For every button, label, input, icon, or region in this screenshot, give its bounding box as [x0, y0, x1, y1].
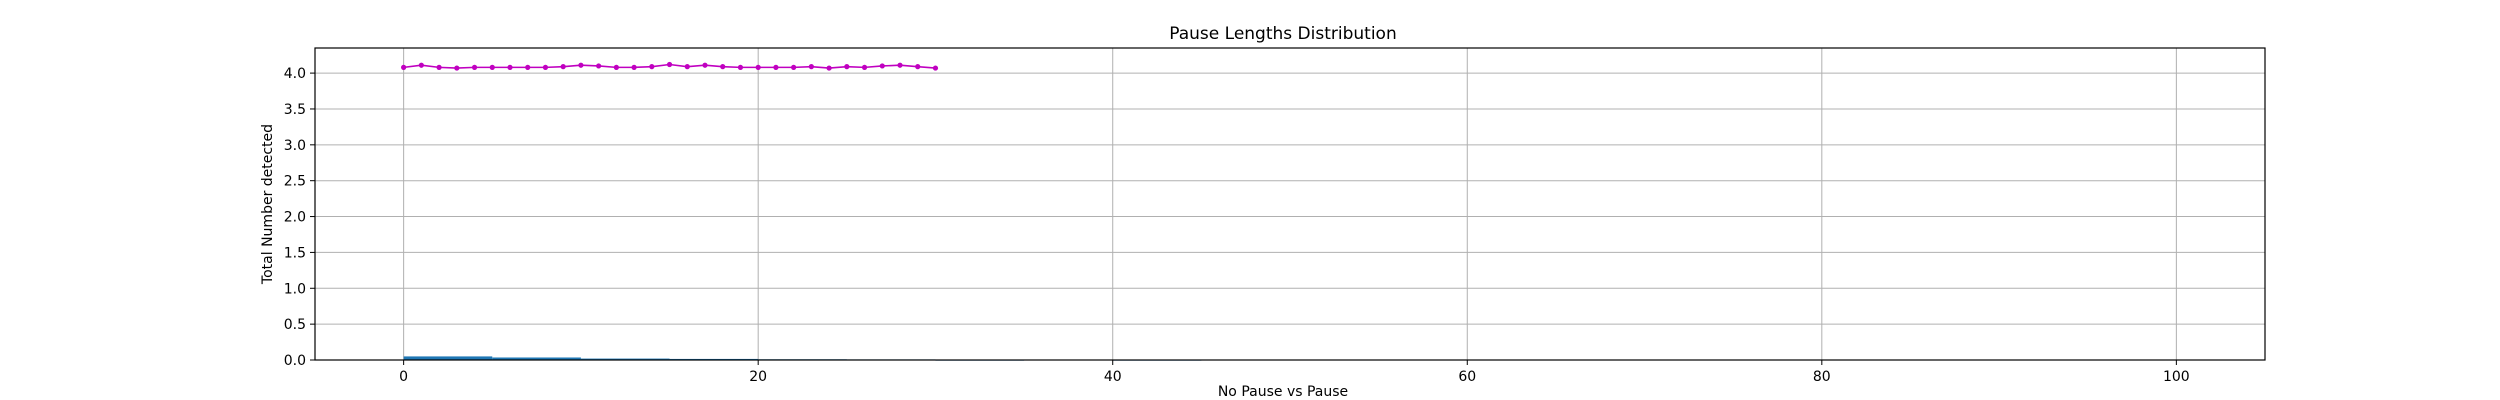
axes-layer [314, 47, 2266, 361]
y-tick-label-1: 0.5 [284, 317, 306, 333]
data-point-0 [401, 64, 407, 70]
y-tick-label-6: 3.0 [284, 138, 306, 154]
data-point-9 [560, 64, 566, 70]
data-point-3 [454, 65, 460, 71]
x-tick-label-3: 60 [1458, 369, 1476, 385]
histogram-bar-1 [492, 357, 581, 360]
y-tick-label-5: 2.5 [284, 174, 306, 190]
y-tick-label-0: 0.0 [284, 353, 306, 369]
histogram-bar-2 [580, 358, 670, 360]
y-tick-label-2: 1.0 [284, 281, 306, 297]
data-point-5 [489, 64, 495, 70]
x-axis-label: No Pause vs Pause [1218, 384, 1348, 400]
data-point-29 [915, 64, 921, 70]
data-point-13 [631, 64, 637, 70]
x-tick-label-4: 80 [1813, 369, 1831, 385]
data-point-17 [702, 62, 708, 68]
data-point-14 [649, 64, 655, 70]
data-point-2 [436, 64, 442, 70]
y-tick-label-8: 4.0 [284, 66, 306, 82]
data-point-30 [932, 65, 939, 71]
y-tick-label-7: 3.5 [284, 102, 306, 118]
data-point-22 [791, 64, 797, 70]
x-tick-label-2: 40 [1104, 369, 1122, 385]
grid-layer [315, 48, 2265, 361]
line-layer [401, 61, 939, 71]
data-point-8 [542, 64, 549, 70]
plot-frame [314, 47, 2266, 361]
data-point-21 [773, 64, 779, 70]
data-point-25 [844, 64, 850, 70]
data-point-11 [596, 63, 602, 69]
data-point-10 [578, 62, 584, 68]
y-axis-label: Total Number detected [260, 124, 276, 285]
data-point-4 [471, 64, 478, 70]
y-tick-label-4: 2.0 [284, 210, 306, 226]
data-point-1 [418, 62, 424, 68]
data-point-26 [861, 64, 868, 70]
data-point-6 [507, 64, 513, 70]
data-point-28 [897, 62, 903, 68]
data-point-20 [755, 64, 761, 70]
data-point-16 [684, 64, 690, 70]
ticks-layer: 0 20 40 60 80 100 0.0 0.5 1.0 1.5 2.0 2.5 3.0 3.5 4.0 [284, 66, 2190, 385]
data-point-7 [525, 64, 531, 70]
y-tick-label-3: 1.5 [284, 245, 306, 261]
data-point-19 [737, 64, 744, 70]
histogram-bar-0 [403, 356, 493, 360]
chart-title: Pause Lengths Distribution [1169, 24, 1396, 44]
x-tick-label-5: 100 [2163, 369, 2190, 385]
data-point-23 [808, 64, 814, 70]
data-point-27 [879, 63, 885, 69]
x-tick-label-1: 20 [749, 369, 767, 385]
data-point-12 [613, 64, 619, 70]
data-point-18 [720, 64, 726, 70]
data-point-15 [666, 61, 673, 68]
data-point-24 [826, 65, 832, 71]
x-tick-label-0: 0 [399, 369, 408, 385]
